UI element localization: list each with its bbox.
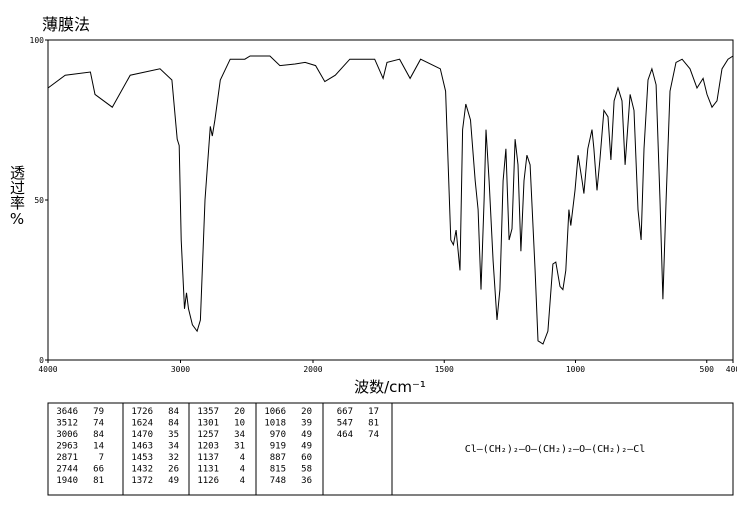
x-tick-label: 3000 <box>171 365 190 374</box>
peak-wavenumber: 1357 <box>197 407 219 417</box>
peak-wavenumber: 748 <box>270 476 286 486</box>
peak-transmittance: 49 <box>301 442 312 452</box>
peak-transmittance: 74 <box>368 430 379 440</box>
peak-wavenumber: 1137 <box>197 453 219 463</box>
x-axis-label: 波数/cm⁻¹ <box>354 378 426 396</box>
peak-transmittance: 4 <box>240 453 245 463</box>
peak-table: 3646 79 3512 74 3006 84 2963 14 2871 7 2744 66 1940 8… <box>56 403 393 495</box>
peak-transmittance: 66 <box>93 465 104 475</box>
peak-wavenumber: 887 <box>270 453 286 463</box>
peak-wavenumber: 547 <box>337 419 353 429</box>
x-tick-label: 2000 <box>303 365 322 374</box>
x-tick-label: 1500 <box>435 365 454 374</box>
peak-wavenumber: 1066 <box>264 407 286 417</box>
structure-formula: Cl—(CH₂)₂—O—(CH₂)₂—O—(CH₂)₂—Cl <box>465 444 646 455</box>
peak-wavenumber: 3512 <box>56 419 78 429</box>
chart-title: 薄膜法 <box>42 15 90 34</box>
peak-transmittance: 14 <box>93 442 104 452</box>
peak-wavenumber: 3006 <box>56 430 78 440</box>
peak-transmittance: 4 <box>240 476 245 486</box>
peak-wavenumber: 667 <box>337 407 353 417</box>
peak-wavenumber: 1432 <box>131 465 153 475</box>
peak-transmittance: 36 <box>301 476 312 486</box>
peak-wavenumber: 1463 <box>131 442 153 452</box>
peak-transmittance: 20 <box>234 407 245 417</box>
table-frame <box>47 402 734 496</box>
peak-transmittance: 26 <box>168 465 179 475</box>
peak-transmittance: 32 <box>168 453 179 463</box>
y-axis-label: 透过率% <box>8 165 26 228</box>
peak-wavenumber: 1372 <box>131 476 153 486</box>
peak-transmittance: 4 <box>240 465 245 475</box>
peak-transmittance: 20 <box>301 407 312 417</box>
x-tick-label: 400 <box>726 365 737 374</box>
plot-frame <box>47 39 734 361</box>
peak-wavenumber: 1470 <box>131 430 153 440</box>
peak-transmittance: 35 <box>168 430 179 440</box>
peak-wavenumber: 1301 <box>197 419 219 429</box>
y-tick-label: 0 <box>39 356 44 365</box>
peak-wavenumber: 3646 <box>56 407 78 417</box>
peak-wavenumber: 2871 <box>56 453 78 463</box>
peak-transmittance: 79 <box>93 407 104 417</box>
peak-wavenumber: 1018 <box>264 419 286 429</box>
peak-wavenumber: 919 <box>270 442 286 452</box>
peak-wavenumber: 464 <box>337 430 353 440</box>
peak-transmittance: 49 <box>168 476 179 486</box>
x-tick-label: 1000 <box>566 365 585 374</box>
peak-wavenumber: 815 <box>270 465 286 475</box>
peak-wavenumber: 1726 <box>131 407 153 417</box>
peak-wavenumber: 2744 <box>56 465 78 475</box>
x-tick-label: 4000 <box>38 365 57 374</box>
peak-transmittance: 60 <box>301 453 312 463</box>
peak-transmittance: 10 <box>234 419 245 429</box>
peak-wavenumber: 1453 <box>131 453 153 463</box>
peak-wavenumber: 1126 <box>197 476 219 486</box>
peak-transmittance: 81 <box>368 419 379 429</box>
peak-transmittance: 7 <box>99 453 104 463</box>
peak-wavenumber: 1257 <box>197 430 219 440</box>
peak-transmittance: 34 <box>234 430 245 440</box>
peak-transmittance: 84 <box>93 430 104 440</box>
peak-transmittance: 84 <box>168 419 179 429</box>
peak-transmittance: 74 <box>93 419 104 429</box>
peak-transmittance: 84 <box>168 407 179 417</box>
peak-wavenumber: 2963 <box>56 442 78 452</box>
peak-wavenumber: 970 <box>270 430 286 440</box>
y-tick-label: 50 <box>34 196 44 205</box>
peak-wavenumber: 1131 <box>197 465 219 475</box>
y-tick-label: 100 <box>30 36 45 45</box>
peak-transmittance: 39 <box>301 419 312 429</box>
peak-transmittance: 31 <box>234 442 245 452</box>
peak-transmittance: 49 <box>301 430 312 440</box>
peak-transmittance: 34 <box>168 442 179 452</box>
spectrum-line <box>47 55 734 345</box>
peak-wavenumber: 1203 <box>197 442 219 452</box>
peak-transmittance: 58 <box>301 465 312 475</box>
peak-transmittance: 17 <box>368 407 379 417</box>
peak-transmittance: 81 <box>93 476 104 486</box>
peak-wavenumber: 1624 <box>131 419 153 429</box>
x-tick-label: 500 <box>700 365 715 374</box>
peak-wavenumber: 1940 <box>56 476 78 486</box>
